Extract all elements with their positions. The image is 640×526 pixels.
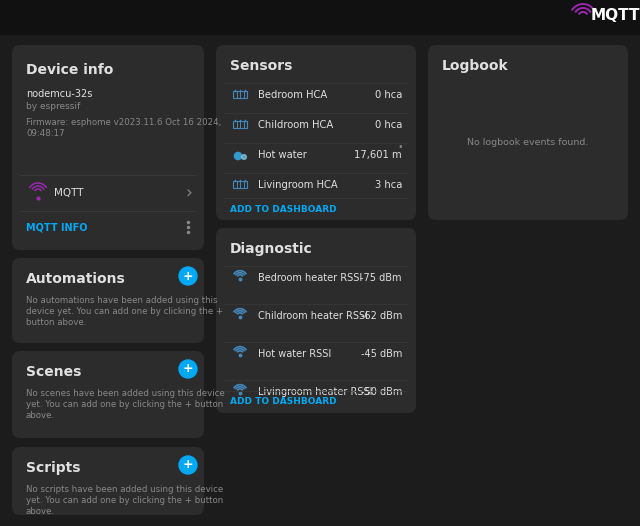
Text: above.: above. <box>26 507 55 516</box>
Text: No automations have been added using this: No automations have been added using thi… <box>26 296 218 305</box>
Text: MQTT INFO: MQTT INFO <box>26 222 88 232</box>
Text: Scripts: Scripts <box>26 461 81 475</box>
Text: above.: above. <box>26 411 55 420</box>
Text: Childroom heater RSSI: Childroom heater RSSI <box>258 311 368 321</box>
Text: ADD TO DASHBOARD: ADD TO DASHBOARD <box>230 205 337 214</box>
Text: Bedroom heater RSSI: Bedroom heater RSSI <box>258 273 362 283</box>
Text: device yet. You can add one by clicking the +: device yet. You can add one by clicking … <box>26 307 223 316</box>
Text: 0 hca: 0 hca <box>374 120 402 130</box>
Text: Childroom HCA: Childroom HCA <box>258 120 333 130</box>
Circle shape <box>179 267 197 285</box>
Text: MQTT: MQTT <box>591 8 640 24</box>
Text: Firmware: esphome v2023.11.6 Oct 16 2024,: Firmware: esphome v2023.11.6 Oct 16 2024… <box>26 118 221 127</box>
FancyBboxPatch shape <box>12 447 204 515</box>
Text: No scripts have been added using this device: No scripts have been added using this de… <box>26 485 223 494</box>
Polygon shape <box>242 155 246 159</box>
FancyBboxPatch shape <box>216 45 416 220</box>
Text: +: + <box>182 362 193 376</box>
Text: ³: ³ <box>399 145 402 154</box>
FancyBboxPatch shape <box>428 45 628 220</box>
Text: 17,601 m: 17,601 m <box>355 150 402 160</box>
Text: Livingroom heater RSSI: Livingroom heater RSSI <box>258 387 372 397</box>
FancyBboxPatch shape <box>12 45 204 250</box>
Text: +: + <box>182 459 193 471</box>
Text: by espressif: by espressif <box>26 102 80 111</box>
Text: yet. You can add one by clicking the + button: yet. You can add one by clicking the + b… <box>26 496 223 505</box>
FancyBboxPatch shape <box>12 351 204 438</box>
Text: Scenes: Scenes <box>26 365 81 379</box>
Text: 09:48:17: 09:48:17 <box>26 129 65 138</box>
Text: Livingroom HCA: Livingroom HCA <box>258 180 338 190</box>
Text: Device info: Device info <box>26 63 113 77</box>
Text: MQTT: MQTT <box>54 188 83 198</box>
Text: No scenes have been added using this device: No scenes have been added using this dev… <box>26 389 225 398</box>
Circle shape <box>179 360 197 378</box>
Text: -50 dBm: -50 dBm <box>360 387 402 397</box>
Text: button above.: button above. <box>26 318 86 327</box>
Text: Bedroom HCA: Bedroom HCA <box>258 90 327 100</box>
Text: -45 dBm: -45 dBm <box>360 349 402 359</box>
Text: ADD TO DASHBOARD: ADD TO DASHBOARD <box>230 398 337 407</box>
Circle shape <box>179 456 197 474</box>
Text: Sensors: Sensors <box>230 59 292 73</box>
Polygon shape <box>234 153 241 159</box>
Text: yet. You can add one by clicking the + button: yet. You can add one by clicking the + b… <box>26 400 223 409</box>
Text: -62 dBm: -62 dBm <box>360 311 402 321</box>
Text: 3 hca: 3 hca <box>374 180 402 190</box>
Text: Automations: Automations <box>26 272 125 286</box>
FancyBboxPatch shape <box>216 228 416 413</box>
Text: +: + <box>182 269 193 282</box>
Text: Hot water: Hot water <box>258 150 307 160</box>
Text: Hot water RSSI: Hot water RSSI <box>258 349 332 359</box>
Text: Diagnostic: Diagnostic <box>230 242 313 256</box>
Text: nodemcu-32s: nodemcu-32s <box>26 89 92 99</box>
Text: Logbook: Logbook <box>442 59 509 73</box>
Text: No logbook events found.: No logbook events found. <box>467 138 589 147</box>
Text: -75 dBm: -75 dBm <box>360 273 402 283</box>
FancyBboxPatch shape <box>0 0 640 35</box>
Text: 0 hca: 0 hca <box>374 90 402 100</box>
FancyBboxPatch shape <box>12 258 204 343</box>
Text: ›: › <box>185 184 192 202</box>
